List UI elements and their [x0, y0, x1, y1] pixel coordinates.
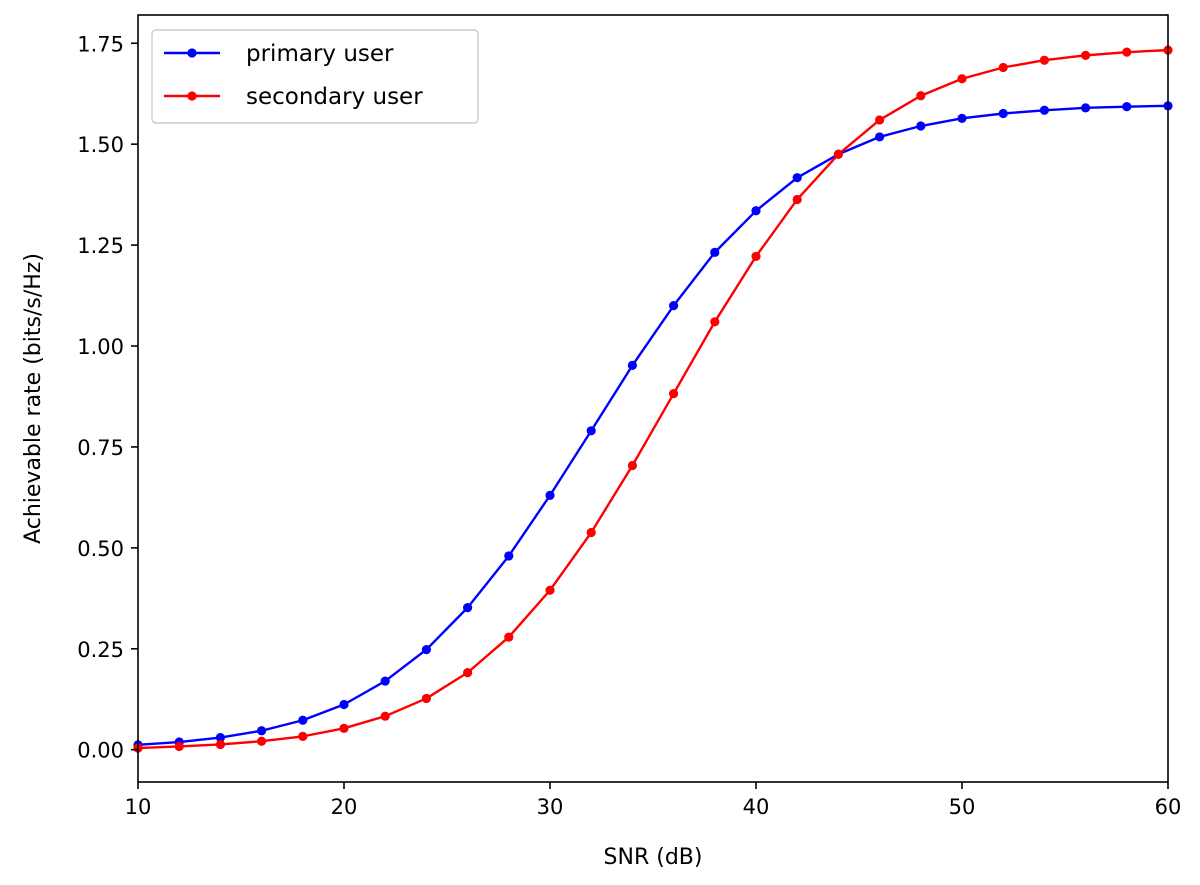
- legend-marker-secondary-user: [187, 91, 197, 101]
- data-point-primary-user: [710, 247, 720, 257]
- y-axis-label: Achievable rate (bits/s/Hz): [21, 253, 46, 544]
- y-tick-label: 0.25: [77, 638, 124, 662]
- data-point-secondary-user: [298, 731, 308, 741]
- legend-label-secondary-user: secondary user: [246, 84, 423, 110]
- data-point-secondary-user: [339, 723, 349, 733]
- data-point-secondary-user: [916, 91, 926, 101]
- x-tick-label: 30: [537, 795, 564, 819]
- data-point-primary-user: [916, 121, 926, 131]
- data-point-primary-user: [1081, 103, 1091, 113]
- data-point-secondary-user: [1039, 55, 1049, 65]
- x-tick-label: 20: [331, 795, 358, 819]
- data-point-primary-user: [298, 715, 308, 725]
- legend-box: [151, 29, 479, 124]
- data-point-secondary-user: [463, 668, 473, 678]
- x-tick-label: 10: [125, 795, 152, 819]
- y-tick-label: 0.50: [77, 537, 124, 561]
- chart-marks: [133, 45, 1173, 753]
- data-point-secondary-user: [875, 115, 885, 125]
- data-point-secondary-user: [215, 739, 225, 750]
- y-tick-label: 1.75: [77, 32, 124, 56]
- data-point-secondary-user: [751, 251, 761, 262]
- y-tick-label: 1.25: [77, 234, 124, 258]
- plot-frame: [137, 14, 1169, 783]
- series-line-primary-user: [137, 104, 1169, 747]
- data-point-primary-user: [545, 490, 555, 500]
- legend-marker-primary-user: [187, 48, 197, 58]
- y-tick-label: 1.50: [77, 133, 124, 157]
- data-point-secondary-user: [421, 693, 431, 704]
- data-point-secondary-user: [174, 741, 184, 752]
- data-point-secondary-user: [586, 527, 596, 538]
- data-point-secondary-user: [504, 632, 514, 642]
- chart-axes: 10 20 30 40 50 60 0.00 0.25 0.50 0.75 1.00 1.25 1.50…: [77, 14, 1182, 819]
- data-point-primary-user: [792, 173, 802, 183]
- legend: primary user secondary user: [151, 29, 479, 124]
- data-point-primary-user: [957, 113, 967, 123]
- y-tick-label: 1.00: [77, 335, 124, 359]
- data-point-secondary-user: [545, 585, 555, 595]
- data-point-primary-user: [421, 644, 431, 655]
- data-point-primary-user: [463, 603, 473, 613]
- data-point-primary-user: [751, 206, 761, 216]
- data-point-secondary-user: [627, 460, 638, 471]
- data-point-secondary-user: [380, 711, 390, 721]
- data-point-primary-user: [339, 699, 349, 710]
- series-line-secondary-user: [137, 48, 1169, 750]
- data-point-secondary-user: [257, 736, 267, 746]
- data-point-primary-user: [215, 732, 225, 743]
- data-point-secondary-user: [833, 149, 844, 159]
- data-point-primary-user: [504, 551, 514, 561]
- data-point-primary-user: [257, 726, 267, 736]
- data-point-secondary-user: [998, 62, 1008, 73]
- data-point-secondary-user: [957, 74, 967, 84]
- x-tick-label: 40: [743, 795, 770, 819]
- data-point-primary-user: [998, 108, 1008, 119]
- data-point-primary-user: [875, 132, 885, 142]
- x-tick-label: 50: [949, 795, 976, 819]
- data-point-primary-user: [380, 676, 390, 686]
- data-point-primary-user: [669, 301, 679, 311]
- data-point-secondary-user: [792, 194, 802, 205]
- y-tick-label: 0.75: [77, 436, 124, 460]
- data-point-secondary-user: [669, 389, 679, 399]
- data-point-secondary-user: [1122, 47, 1132, 57]
- legend-label-primary-user: primary user: [246, 41, 394, 67]
- x-tick-label: 60: [1155, 795, 1182, 819]
- data-point-secondary-user: [710, 317, 720, 327]
- data-point-primary-user: [627, 360, 638, 370]
- data-point-secondary-user: [1081, 50, 1091, 60]
- y-tick-label: 0.00: [77, 739, 124, 763]
- data-point-primary-user: [1039, 105, 1049, 115]
- data-point-primary-user: [1122, 102, 1132, 112]
- x-axis-label: SNR (dB): [604, 845, 703, 870]
- data-point-primary-user: [586, 426, 596, 436]
